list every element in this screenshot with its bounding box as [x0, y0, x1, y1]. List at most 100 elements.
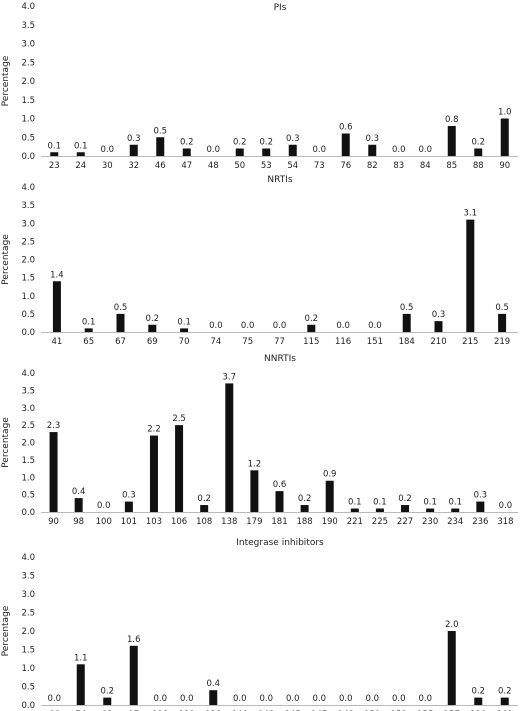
x-tick-label: 54 [287, 161, 298, 171]
y-tick-label: 1.5 [21, 646, 35, 656]
y-tick-label: 0.5 [21, 133, 35, 143]
x-tick-label: 83 [393, 161, 404, 171]
data-label: 0.2 [233, 138, 247, 148]
bar [180, 328, 189, 333]
bar [76, 152, 85, 156]
data-label: 2.2 [147, 425, 161, 435]
data-label: 0.9 [323, 470, 337, 480]
data-label: 0.0 [368, 321, 382, 331]
x-tick-label: 106 [171, 517, 187, 527]
y-tick-label: 2.0 [21, 256, 35, 266]
y-tick-label: 2.0 [21, 439, 35, 449]
x-tick-label: 48 [208, 161, 219, 171]
bar [76, 664, 85, 705]
bar [434, 321, 443, 333]
panel-title: PIs [274, 3, 287, 13]
data-label: 0.1 [177, 317, 191, 327]
x-tick-label: 234 [447, 517, 463, 527]
data-label: 0.3 [286, 134, 300, 144]
y-tick-label: 0.5 [21, 310, 35, 320]
data-label: 0.0 [392, 145, 406, 155]
y-tick-label: 1.0 [21, 292, 35, 302]
data-label: 0.1 [448, 498, 462, 508]
data-label: 1.0 [498, 108, 512, 118]
data-label: 0.0 [97, 501, 111, 511]
y-tick-label: 4.0 [21, 183, 35, 193]
x-tick-label: 103 [146, 517, 162, 527]
x-tick-label: 84 [420, 161, 431, 171]
x-tick-label: 100 [96, 517, 112, 527]
data-label: 2.5 [172, 414, 186, 424]
data-label: 0.0 [312, 694, 326, 704]
x-tick-label: 219 [494, 337, 510, 347]
data-label: 0.2 [298, 494, 312, 504]
bar [275, 491, 284, 512]
bar [182, 148, 191, 156]
bar [474, 148, 483, 156]
data-label: 0.2 [498, 687, 512, 697]
panel-title: NNRTIs [264, 354, 296, 364]
x-tick-label: 69 [147, 337, 158, 347]
data-label: 0.0 [336, 321, 350, 331]
x-tick-label: 190 [322, 517, 338, 527]
panel-title: Integrase inhibitors [236, 538, 324, 548]
x-tick-label: 50 [234, 161, 245, 171]
data-label: 0.8 [445, 115, 459, 125]
chart-panel-1: PIs Percentage 0.0 0.5 1.0 1.5 2.0 2.5 3.0 3.5 4.0… [1, 2, 518, 171]
data-label: 0.3 [474, 491, 488, 501]
y-tick-label: 0.0 [21, 152, 35, 162]
data-label: 0.0 [286, 694, 300, 704]
y-tick-label: 1.0 [21, 473, 35, 483]
y-tick-label: 3.5 [21, 21, 35, 31]
y-tick-label: 3.5 [21, 201, 35, 211]
x-tick-label: 225 [372, 517, 388, 527]
bar [474, 697, 483, 705]
bar [52, 281, 61, 332]
x-tick-label: 138 [221, 517, 237, 527]
data-label: 3.1 [464, 209, 478, 219]
x-tick-label: 76 [340, 161, 351, 171]
data-label: 1.2 [248, 459, 262, 469]
bar [235, 148, 244, 156]
data-label: 0.2 [100, 687, 114, 697]
data-label: 0.1 [74, 141, 88, 151]
y-tick-label: 1.5 [21, 274, 35, 284]
data-label: 0.2 [259, 138, 273, 148]
data-label: 0.5 [495, 303, 509, 313]
x-tick-label: 67 [115, 337, 126, 347]
x-tick-label: 151 [367, 337, 383, 347]
x-tick-label: 179 [246, 517, 262, 527]
data-label: 0.0 [499, 501, 513, 511]
bar [466, 219, 475, 333]
data-label: 0.2 [471, 138, 485, 148]
data-label: 0.3 [432, 310, 446, 320]
data-label: 0.0 [312, 145, 326, 155]
data-label: 0.0 [153, 694, 167, 704]
y-tick-label: 3.5 [21, 572, 35, 582]
y-tick-label: 2.0 [21, 627, 35, 637]
y-tick-label: 3.5 [21, 386, 35, 396]
bar [368, 144, 377, 156]
data-label: 0.3 [365, 134, 379, 144]
x-tick-label: 41 [51, 337, 62, 347]
x-tick-label: 215 [462, 337, 478, 347]
data-label: 0.1 [348, 498, 362, 508]
x-tick-label: 77 [274, 337, 285, 347]
bar [156, 137, 165, 156]
y-tick-label: 0.0 [21, 701, 35, 711]
x-tick-label: 210 [430, 337, 446, 347]
data-label: 3.7 [223, 372, 237, 382]
y-tick-label: 4.0 [21, 553, 35, 563]
x-tick-label: 116 [335, 337, 351, 347]
data-label: 0.0 [180, 694, 194, 704]
x-tick-label: 90 [48, 517, 59, 527]
y-tick-label: 3.0 [21, 590, 35, 600]
y-tick-label: 3.0 [21, 40, 35, 50]
bar [451, 508, 460, 512]
y-tick-label: 2.5 [21, 609, 35, 619]
x-tick-label: 65 [83, 337, 94, 347]
data-label: 0.5 [114, 303, 128, 313]
bar [307, 324, 316, 332]
